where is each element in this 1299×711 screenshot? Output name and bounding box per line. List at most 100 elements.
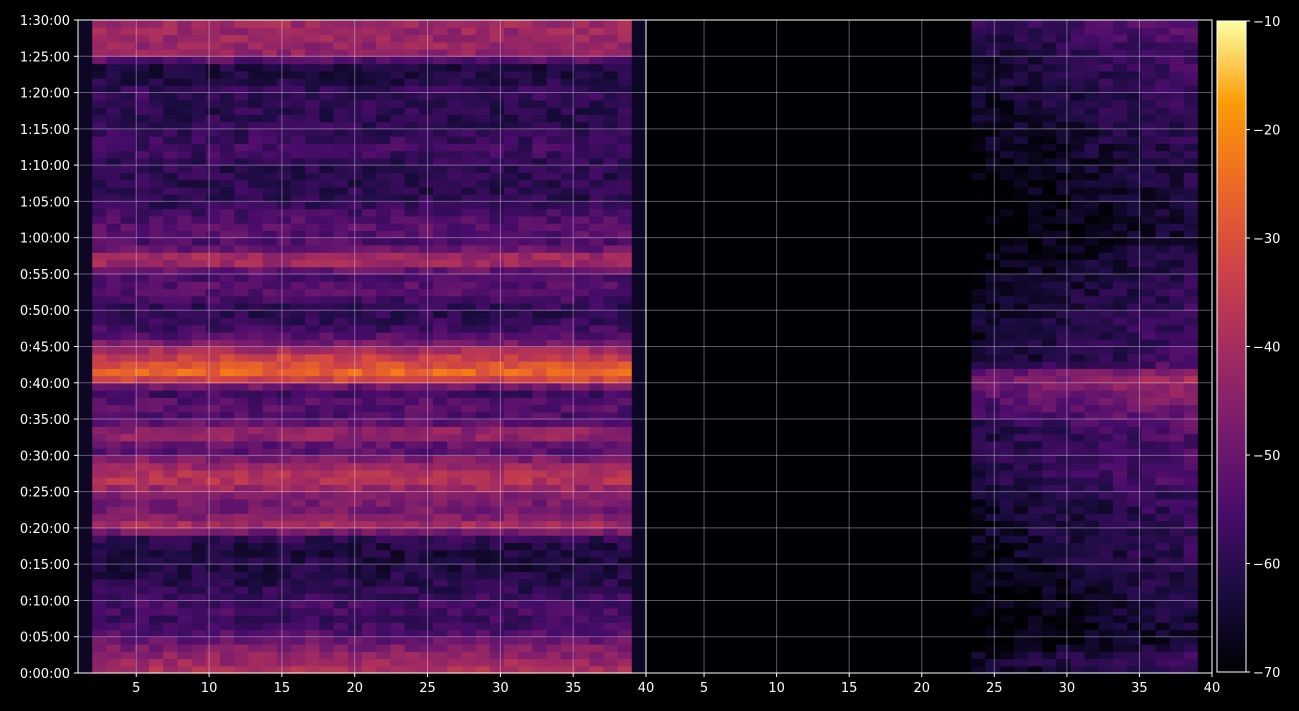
heatmap-cell [1070,549,1086,558]
heatmap-cell [447,448,462,456]
heatmap-cell [390,600,406,609]
heatmap-cell [1169,491,1185,500]
heatmap-cell [404,535,420,543]
heatmap-cell [120,114,136,123]
heatmap-cell [333,252,349,261]
heatmap-cell [801,419,817,427]
heatmap-cell [433,194,448,202]
heatmap-cell [985,419,1001,427]
heatmap-cell [489,49,505,57]
heatmap-cell [305,636,320,645]
heatmap-cell [489,223,505,232]
heatmap-cell [532,375,548,384]
heatmap-cell [149,542,164,551]
heatmap-cell [589,92,604,101]
heatmap-cell [603,128,619,137]
heatmap-cell [603,411,619,420]
heatmap-cell [248,477,264,485]
heatmap-cell [305,600,320,609]
heatmap-cell [504,324,519,333]
heatmap-cell [149,324,164,333]
heatmap-cell [1042,520,1057,529]
heatmap-cell [319,556,335,565]
heatmap-cell [234,542,249,551]
heatmap-cell [1028,484,1043,493]
heatmap-cell [702,542,718,551]
heatmap-cell [78,622,93,631]
heatmap-cell [560,273,576,282]
heatmap-cell [504,27,519,36]
heatmap-cell [376,397,391,406]
heatmap-cell [291,215,306,224]
heatmap-cell [886,593,902,602]
heatmap-cell [461,208,477,217]
heatmap-cell [291,440,306,449]
heatmap-cell [787,513,803,522]
heatmap-cell [248,288,264,297]
heatmap-cell [106,390,122,398]
heatmap-cell [532,462,548,471]
heatmap-cell [305,288,320,297]
heatmap-cell [205,361,221,369]
heatmap-cell [362,484,377,493]
heatmap-cell [319,295,335,304]
heatmap-cell [1028,498,1043,507]
heatmap-cell [759,491,774,500]
heatmap-cell [390,658,406,667]
heatmap-cell [362,310,377,319]
heatmap-cell [957,622,973,631]
heatmap-cell [504,556,519,565]
heatmap-cell [575,469,590,478]
heatmap-cell [106,201,122,210]
heatmap-cell [504,56,519,65]
heatmap-cell [730,556,746,565]
heatmap-cell [1183,585,1199,594]
heatmap-cell [149,462,164,471]
heatmap-cell [560,136,576,144]
heatmap-cell [489,310,505,319]
heatmap-cell [433,556,448,565]
heatmap-cell [177,607,193,616]
heatmap-cell [376,549,391,558]
heatmap-cell [333,143,349,152]
heatmap-cell [333,462,349,471]
heatmap-cell [276,259,292,268]
heatmap-cell [291,150,306,159]
heatmap-cell [447,41,462,50]
heatmap-cell [1042,578,1057,587]
heatmap-cell [78,585,93,594]
heatmap-cell [575,172,590,181]
heatmap-cell [1141,520,1156,529]
heatmap-cell [262,324,278,333]
heatmap-cell [291,339,306,348]
heatmap-cell [177,128,193,137]
heatmap-cell [376,506,391,514]
heatmap-cell [971,607,987,616]
heatmap-cell [1084,469,1100,478]
heatmap-cell [518,20,533,28]
heatmap-cell [1070,469,1086,478]
heatmap-cell [262,498,278,507]
heatmap-cell [787,585,803,594]
heatmap-cell [546,643,562,652]
heatmap-cell [205,622,221,631]
heatmap-cell [674,433,690,442]
heatmap-cell [914,636,930,645]
heatmap-cell [546,556,562,565]
heatmap-cell [134,346,150,355]
heatmap-cell [305,513,320,522]
heatmap-cell [1056,556,1072,565]
heatmap-cell [943,433,958,442]
heatmap-cell [333,107,349,115]
heatmap-cell [1197,513,1213,522]
heatmap-cell [447,665,462,674]
heatmap-cell [106,469,122,478]
heatmap-cell [489,651,505,660]
heatmap-cell [106,20,122,28]
heatmap-cell [333,78,349,86]
heatmap-cell [362,259,377,268]
heatmap-cell [376,614,391,623]
heatmap-cell [347,535,363,543]
heatmap-cell [546,107,562,115]
heatmap-cell [532,549,548,558]
